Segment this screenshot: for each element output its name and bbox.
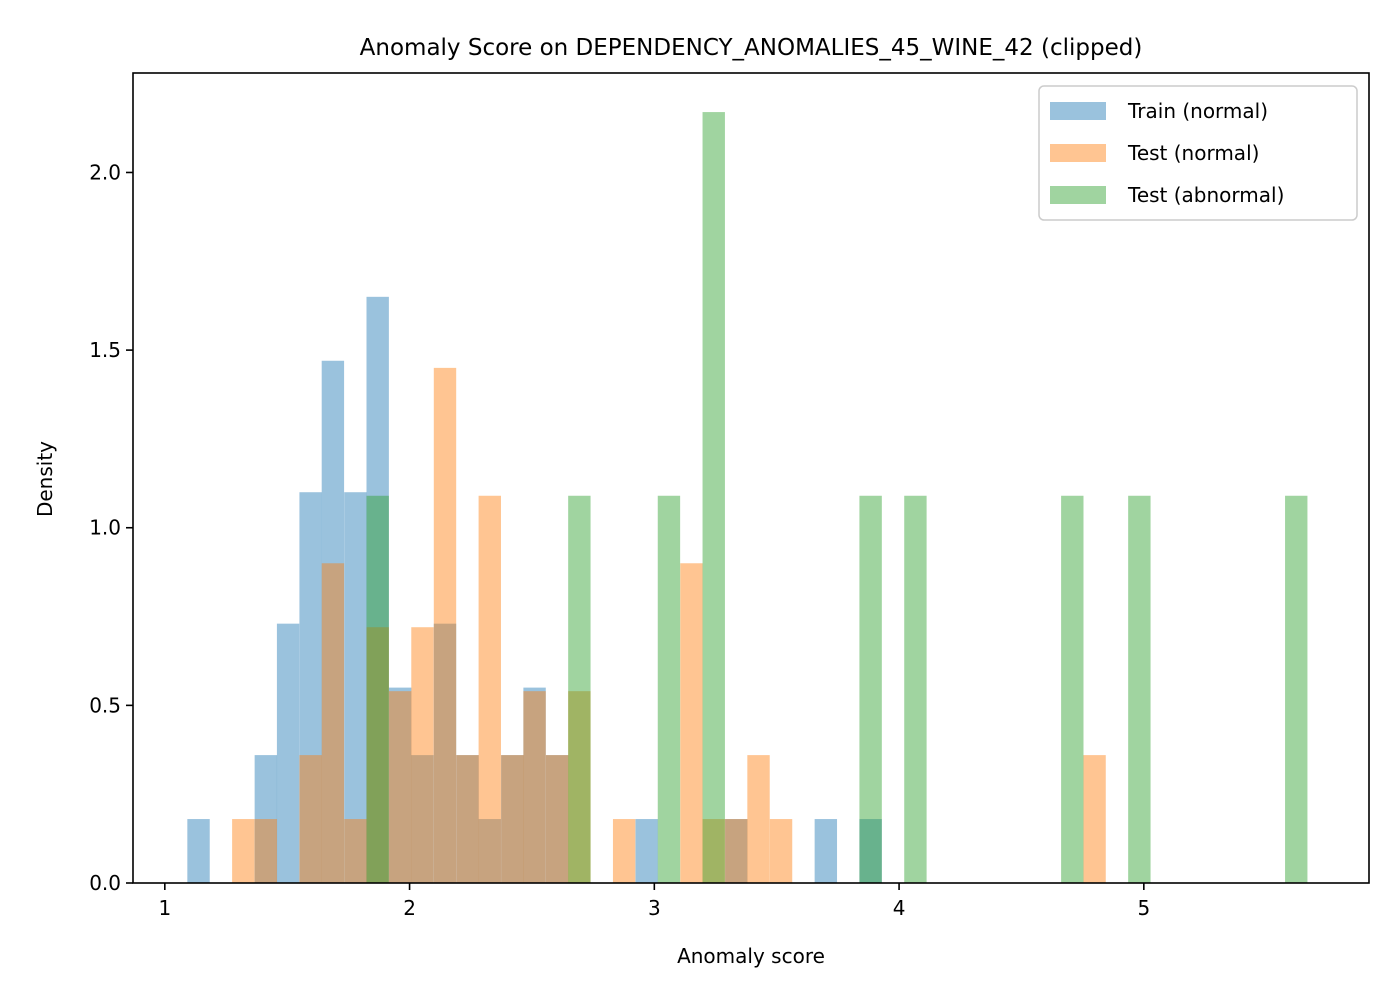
legend-label: Test (normal) — [1127, 141, 1259, 165]
histogram-bar — [276, 623, 300, 883]
chart-title: Anomaly Score on DEPENDENCY_ANOMALIES_45… — [360, 35, 1143, 61]
x-tick-label: 4 — [893, 896, 906, 920]
histogram-bar — [321, 563, 345, 883]
x-tick-label: 5 — [1137, 896, 1150, 920]
histogram-bar — [366, 296, 389, 883]
histogram-bar — [232, 819, 255, 883]
histogram-bar — [769, 819, 793, 883]
histogram-bar — [747, 755, 770, 883]
series-2-bars — [232, 367, 1106, 883]
x-tick-label: 3 — [648, 896, 661, 920]
histogram-bar — [344, 819, 367, 883]
histogram-bar — [1128, 495, 1151, 883]
histogram-bar — [456, 755, 479, 883]
histogram-bar — [523, 687, 546, 883]
legend-box — [1038, 85, 1358, 221]
histogram-bar — [657, 495, 681, 883]
histogram-bar — [411, 755, 434, 883]
legend-swatch — [1050, 102, 1106, 120]
histogram-bar — [389, 687, 412, 883]
histogram-bar — [1285, 495, 1308, 883]
histogram-bar — [433, 623, 457, 883]
histogram-bar — [523, 691, 546, 883]
histogram-bar — [478, 495, 501, 883]
y-tick-label: 1.5 — [89, 338, 121, 362]
histogram-bar — [612, 819, 636, 883]
histogram-bar — [389, 691, 412, 883]
legend-swatch — [1050, 186, 1106, 204]
y-axis-label: Density — [33, 441, 57, 517]
axes-layer: 1 2 3 4 5 0.0 0.5 1.0 1.5 2.0 — [89, 72, 1370, 920]
histogram-bar — [501, 755, 524, 883]
x-tick-label: 2 — [403, 896, 416, 920]
histogram-bar — [859, 495, 882, 883]
y-tick-label: 0.0 — [89, 871, 121, 895]
histogram-bar — [1083, 755, 1106, 883]
legend-swatch — [1050, 144, 1106, 162]
histogram-bar — [187, 819, 210, 883]
histogram-bar — [635, 819, 658, 883]
histogram-bar — [702, 819, 725, 883]
bars-layer — [187, 112, 1308, 883]
histogram-bar — [254, 819, 278, 883]
x-axis-label: Anomaly score — [677, 944, 825, 968]
histogram-bar — [366, 627, 389, 883]
series-3-bars — [366, 112, 1308, 883]
legend: Train (normal) Test (normal) Test (abnorma… — [1038, 85, 1358, 221]
histogram-bar — [254, 755, 278, 883]
legend-label: Test (abnormal) — [1127, 183, 1284, 207]
histogram-bar — [433, 367, 457, 883]
histogram-bar — [725, 819, 748, 883]
histogram-bar — [814, 819, 838, 883]
histogram-bar — [702, 112, 725, 883]
histogram-bar — [321, 360, 345, 883]
histogram-bar — [568, 495, 591, 883]
histogram-bar — [456, 755, 479, 883]
histogram-bar — [478, 819, 501, 883]
histogram-bar — [501, 755, 524, 883]
histogram-bar — [366, 495, 389, 883]
histogram-bar — [299, 492, 322, 883]
histogram-bar — [411, 627, 434, 883]
histogram-bar — [344, 492, 367, 883]
histogram-bar — [680, 563, 703, 883]
histogram-bar — [545, 755, 569, 883]
histogram-bar — [859, 819, 882, 883]
series-1-bars — [187, 296, 882, 883]
y-tick-label: 0.5 — [89, 693, 121, 717]
histogram-bar — [299, 755, 322, 883]
y-tick-label: 1.0 — [89, 516, 121, 540]
histogram-bar — [568, 691, 591, 883]
x-tick-label: 1 — [158, 896, 171, 920]
y-tick-label: 2.0 — [89, 160, 121, 184]
legend-label: Train (normal) — [1127, 99, 1268, 123]
histogram-bar — [545, 755, 569, 883]
histogram-bar — [904, 495, 927, 883]
histogram-bar — [725, 819, 748, 883]
plot-frame — [132, 72, 1370, 884]
histogram-bar — [1061, 495, 1084, 883]
